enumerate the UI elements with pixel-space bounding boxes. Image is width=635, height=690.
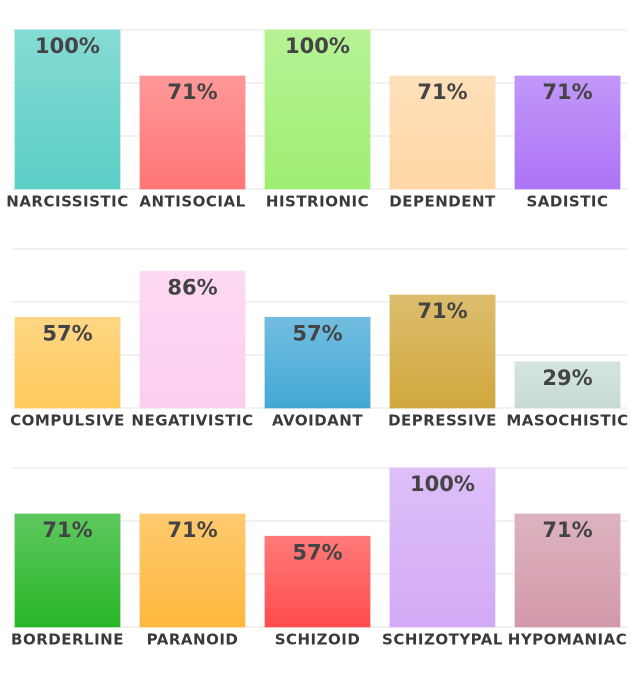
category-label: NARCISSISTIC	[6, 193, 128, 211]
category-label: HISTRIONIC	[266, 193, 369, 211]
bar-shade	[15, 317, 120, 408]
bar-shade	[515, 514, 620, 627]
category-label: SCHIZOID	[275, 631, 361, 649]
bar-shade	[265, 536, 370, 627]
value-label: 71%	[42, 518, 92, 542]
category-label: PARANOID	[147, 631, 239, 649]
bar-shade	[515, 361, 620, 408]
category-label: NEGATIVISTIC	[131, 412, 253, 430]
value-label: 71%	[542, 80, 592, 104]
value-label: 57%	[292, 540, 342, 564]
category-label: HYPOMANIAC	[508, 631, 627, 649]
bar-shade	[390, 76, 495, 189]
value-label: 71%	[417, 299, 467, 323]
bar-shade	[390, 295, 495, 408]
value-label: 71%	[167, 80, 217, 104]
value-label: 57%	[42, 321, 92, 345]
bar-shade	[140, 514, 245, 627]
category-label: DEPRESSIVE	[388, 412, 497, 430]
bar-shade	[140, 76, 245, 189]
category-label: SCHIZOTYPAL	[382, 631, 503, 649]
value-label: 71%	[167, 518, 217, 542]
value-label: 29%	[542, 366, 592, 390]
value-label: 100%	[35, 34, 100, 58]
value-label: 71%	[417, 80, 467, 104]
category-label: DEPENDENT	[389, 193, 496, 211]
category-label: COMPULSIVE	[10, 412, 125, 430]
bar-shade	[515, 76, 620, 189]
value-label: 86%	[167, 275, 217, 299]
value-label: 100%	[285, 34, 350, 58]
category-label: ANTISOCIAL	[139, 193, 245, 211]
category-label: BORDERLINE	[11, 631, 124, 649]
value-label: 71%	[542, 518, 592, 542]
bar-shade	[140, 271, 245, 408]
category-label: SADISTIC	[526, 193, 608, 211]
value-label: 100%	[410, 472, 475, 496]
category-label: MASOCHISTIC	[506, 412, 628, 430]
bar-shade	[15, 30, 120, 189]
bar-shade	[390, 468, 495, 627]
value-label: 57%	[292, 321, 342, 345]
category-label: AVOIDANT	[272, 412, 363, 430]
bar-shade	[15, 514, 120, 627]
bar-shade	[265, 30, 370, 189]
bar-shade	[265, 317, 370, 408]
